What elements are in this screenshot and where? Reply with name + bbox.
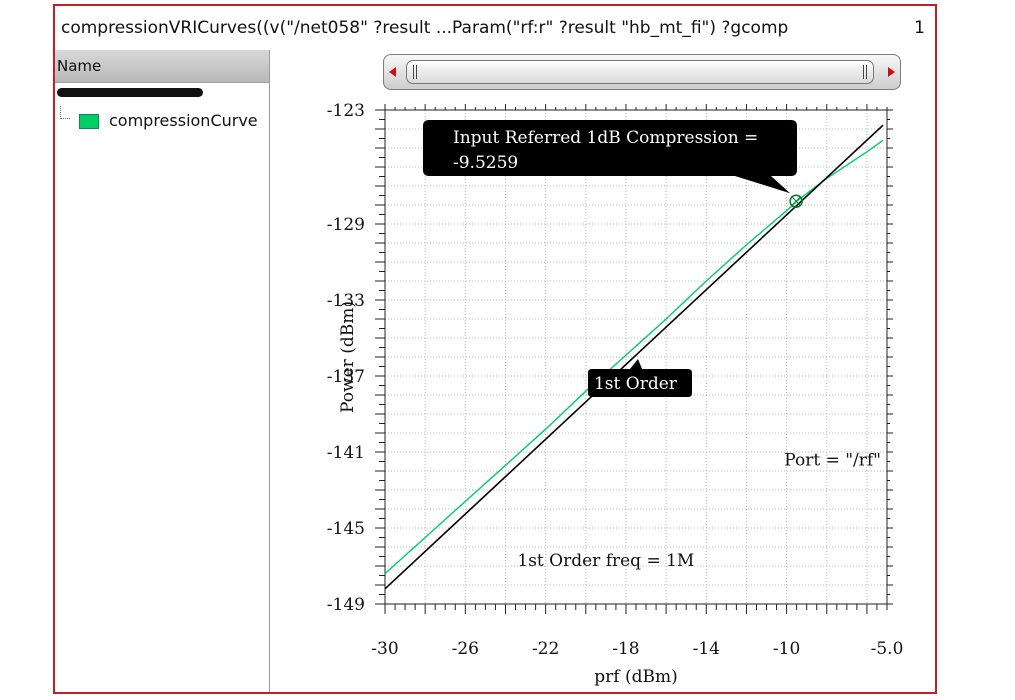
compression-marker-cross [791, 196, 801, 206]
first-order-callout[interactable]: 1st Order [587, 359, 692, 397]
thumb-left-grip-icon[interactable] [413, 65, 417, 79]
compression-label: Input Referred 1dB Compression = [453, 128, 758, 148]
y-tick-labels: -123 -129 -133 -137 -141 -145 -149 [327, 101, 365, 615]
y-tick-label: -129 [327, 215, 365, 235]
port-annotation: Port = "/rf" [784, 450, 881, 470]
x-tick-labels: -30 -26 -22 -18 -14 -10 -5.0 [371, 639, 903, 659]
x-tick-label: -30 [371, 639, 398, 659]
x-axis-label: prf (dBm) [594, 667, 677, 687]
compression-point-marker[interactable] [789, 194, 803, 208]
compression-callout[interactable]: Input Referred 1dB Compression = -9.5259 [423, 120, 797, 194]
x-tick-label: -10 [773, 639, 800, 659]
compression-value: -9.5259 [453, 153, 518, 173]
y-tick-label: -145 [327, 519, 365, 539]
freq-annotation: 1st Order freq = 1M [517, 551, 694, 571]
trace-color-swatch[interactable] [79, 114, 99, 129]
redacted-bar [57, 88, 203, 97]
y-tick-label: -141 [327, 443, 365, 463]
scroll-left-arrow-icon[interactable] [389, 67, 396, 77]
compression-chart[interactable]: -30 -26 -22 -18 -14 -10 -5.0 -123-129-133-137-… [269, 92, 935, 692]
compression-callout-bubble [423, 120, 797, 194]
x-tick-label: -22 [532, 639, 559, 659]
scrollbar-thumb[interactable] [406, 60, 874, 84]
x-tick-label: -14 [693, 639, 720, 659]
trace-name-compression-curve[interactable]: compressionCurve [109, 111, 258, 130]
chart-series [384, 124, 884, 590]
y-tick-label: -149 [327, 595, 365, 615]
x-tick-label: -26 [452, 639, 479, 659]
axis-ticks [375, 104, 893, 614]
trace-browser-panel: Name compressionCurve [55, 50, 270, 692]
first-order-label: 1st Order [594, 374, 678, 394]
y-tick-label: -137 [327, 367, 365, 387]
scroll-right-arrow-icon[interactable] [888, 67, 895, 77]
y-tick-label: -133 [327, 291, 365, 311]
x-tick-label: -18 [612, 639, 639, 659]
page-indicator: 1 [914, 18, 925, 38]
window-title: compressionVRICurves((v("/net058" ?resul… [61, 18, 789, 38]
first-order-callout-bubble [587, 359, 692, 397]
y-tick-label: -123 [327, 101, 365, 121]
chart-grid [384, 109, 887, 605]
window-title-bar: compressionVRICurves((v("/net058" ?resul… [55, 6, 935, 50]
series-line-first-order [384, 124, 884, 590]
tree-connector-icon [60, 106, 70, 119]
y-axis-label: Power (dBm) [338, 301, 358, 413]
thumb-right-grip-icon[interactable] [863, 65, 867, 79]
waveform-window: compressionVRICurves((v("/net058" ?resul… [53, 4, 937, 694]
x-tick-label: -5.0 [871, 639, 904, 659]
name-column-header[interactable]: Name [55, 50, 269, 83]
horizontal-scrollbar[interactable] [383, 54, 901, 90]
